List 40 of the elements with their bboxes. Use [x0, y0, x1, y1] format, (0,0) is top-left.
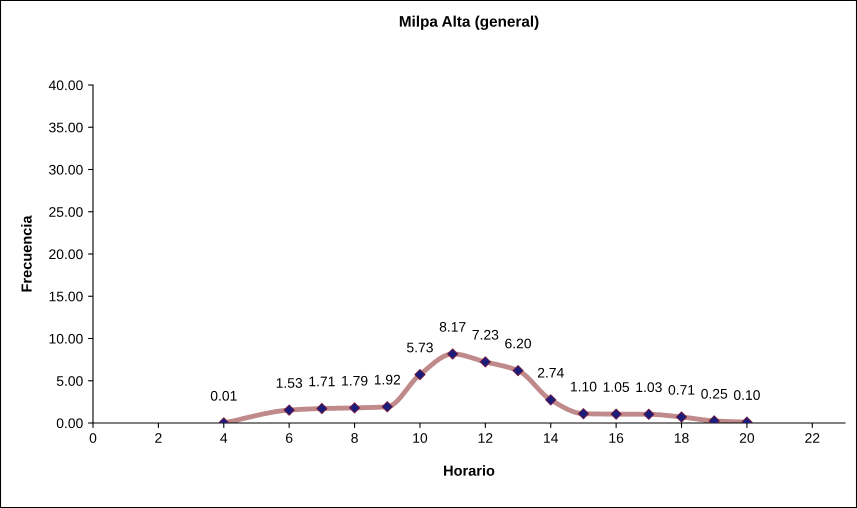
data-label: 0.71 — [668, 384, 694, 395]
data-label: 1.03 — [636, 382, 662, 392]
y-axis-title: Frecuencia — [21, 215, 32, 292]
data-label: 1.53 — [276, 378, 302, 388]
x-tick-label: 6 — [286, 433, 292, 443]
x-tick-label: 12 — [478, 433, 492, 443]
data-label: 1.10 — [570, 382, 596, 392]
data-label: 1.05 — [604, 382, 630, 392]
y-tick-label: 40.00 — [48, 80, 83, 90]
x-tick-label: 2 — [155, 433, 162, 443]
data-label: 1.92 — [374, 374, 400, 385]
x-tick-label: 16 — [609, 433, 624, 443]
x-axis-title: Horario — [444, 465, 494, 476]
data-label: 7.23 — [472, 330, 498, 340]
y-tick-label: 10.00 — [50, 334, 83, 344]
x-tick-label: 8 — [351, 433, 358, 443]
y-tick-label: 0.00 — [56, 418, 83, 428]
data-label: 1.79 — [342, 376, 368, 386]
data-label: 0.25 — [701, 388, 728, 399]
data-label: 1.71 — [309, 376, 335, 386]
y-tick-label: 5.00 — [56, 376, 83, 386]
x-tick-label: 22 — [805, 433, 820, 443]
data-label: 6.20 — [505, 338, 532, 348]
y-tick-label: 15.00 — [50, 292, 83, 302]
chart-title: Milpa Alta (general) — [400, 16, 538, 30]
x-tick-label: 18 — [674, 433, 689, 443]
y-tick-label: 35.00 — [49, 122, 83, 132]
data-label: 8.17 — [440, 322, 466, 332]
data-label: 5.73 — [407, 342, 433, 352]
y-tick-label: 25.00 — [49, 207, 83, 217]
x-tick-label: 20 — [740, 433, 754, 443]
data-label: 2.74 — [538, 368, 564, 378]
x-tick-label: 10 — [413, 433, 428, 443]
x-tick-label: 14 — [544, 433, 558, 443]
data-label: 0.10 — [734, 390, 760, 400]
data-label: 0.01 — [210, 390, 237, 401]
x-tick-label: 4 — [220, 433, 228, 443]
y-tick-label: 30.00 — [49, 164, 83, 175]
y-tick-label: 20.00 — [49, 249, 83, 260]
x-tick-label: 0 — [90, 433, 96, 443]
